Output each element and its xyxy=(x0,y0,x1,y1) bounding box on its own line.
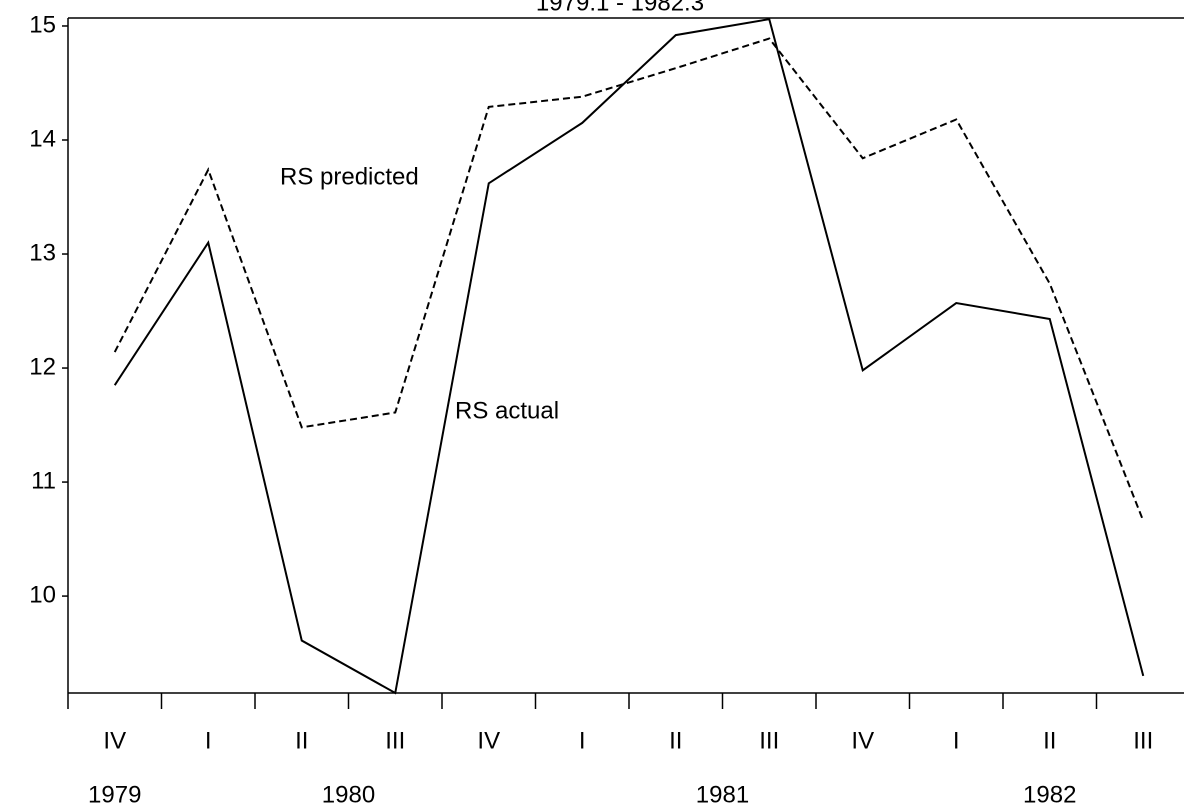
year-label: 1980 xyxy=(322,781,375,808)
series-label: RS actual xyxy=(455,397,559,424)
x-tick-label: IV xyxy=(851,727,874,754)
series-line xyxy=(113,37,1145,522)
series-line xyxy=(113,18,1145,695)
x-tick-label: I xyxy=(953,727,960,754)
year-label: 1981 xyxy=(696,781,749,808)
y-tick-label: 13 xyxy=(29,239,56,266)
y-tick-label: 10 xyxy=(29,581,56,608)
x-tick-label: I xyxy=(579,727,586,754)
x-tick-label: IV xyxy=(103,727,126,754)
y-tick-label: 12 xyxy=(29,353,56,380)
chart-title: 1979:1 - 1982:3 xyxy=(536,0,704,16)
year-label: 1979 xyxy=(88,781,141,808)
x-tick-label: III xyxy=(385,727,405,754)
x-tick-label: II xyxy=(295,727,308,754)
y-tick-label: 11 xyxy=(31,467,56,494)
x-tick-label: II xyxy=(1043,727,1056,754)
series-label: RS predicted xyxy=(280,163,419,190)
year-label: 1982 xyxy=(1023,781,1076,808)
y-tick-label: 14 xyxy=(29,125,56,152)
x-tick-label: III xyxy=(1133,727,1153,754)
x-tick-label: III xyxy=(759,727,779,754)
x-tick-label: II xyxy=(669,727,682,754)
x-tick-label: I xyxy=(205,727,212,754)
x-tick-label: IV xyxy=(477,727,500,754)
y-tick-label: 15 xyxy=(29,11,56,38)
